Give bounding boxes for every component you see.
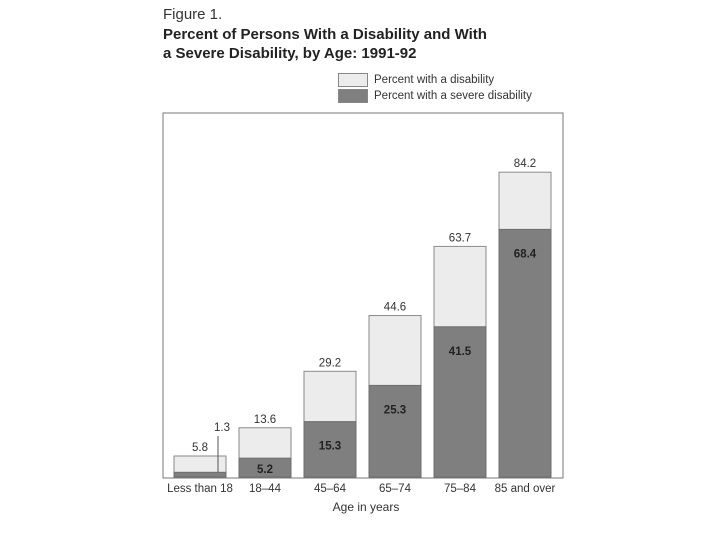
data-label-disability-2: 29.2: [319, 357, 341, 369]
plot-frame: [162, 112, 564, 479]
bar-severe-3: [368, 384, 422, 478]
chart-title: Percent of Persons With a Disability and…: [163, 25, 583, 63]
bar-severe-5: [498, 228, 552, 478]
x-tick-label-4: 75–84: [444, 483, 477, 495]
x-tick-label-2: 45–64: [314, 483, 347, 495]
legend-item-disability: Percent with a disability: [338, 72, 532, 88]
legend-swatch-disability: [338, 73, 368, 87]
data-label-disability-5: 84.2: [514, 158, 536, 170]
data-label-severe-0: 1.3: [214, 422, 230, 434]
data-label-severe-2: 15.3: [319, 441, 341, 453]
bar-severe-1: [238, 457, 292, 478]
bar-severe-0: [173, 471, 227, 478]
data-label-disability-3: 44.6: [384, 302, 406, 314]
legend-label-disability: Percent with a disability: [374, 74, 495, 86]
legend-label-severe: Percent with a severe disability: [374, 90, 532, 102]
x-tick-label-1: 18–44: [249, 483, 282, 495]
bar-severe-2: [303, 421, 357, 478]
legend: Percent with a disability Percent with a…: [338, 72, 532, 104]
legend-item-severe: Percent with a severe disability: [338, 88, 532, 104]
x-tick-label-3: 65–74: [379, 483, 412, 495]
x-tick-label-0: Less than 18: [167, 483, 233, 495]
data-label-severe-4: 41.5: [449, 346, 472, 358]
x-tick-label-5: 85 and over: [495, 483, 556, 495]
data-label-severe-1: 5.2: [257, 464, 273, 476]
data-label-disability-1: 13.6: [254, 414, 276, 426]
data-label-severe-3: 25.3: [384, 404, 406, 416]
chart-title-line-1: Percent of Persons With a Disability and…: [163, 26, 487, 43]
bar-severe-4: [433, 326, 487, 478]
data-label-disability-0: 5.8: [192, 442, 208, 454]
data-label-disability-4: 63.7: [449, 232, 471, 244]
figure-label: Figure 1.: [163, 6, 223, 23]
data-label-severe-5: 68.4: [514, 248, 537, 260]
legend-swatch-severe: [338, 89, 368, 103]
x-axis-title: Age in years: [332, 500, 400, 514]
chart-title-line-2: a Severe Disability, by Age: 1991-92: [163, 45, 417, 62]
